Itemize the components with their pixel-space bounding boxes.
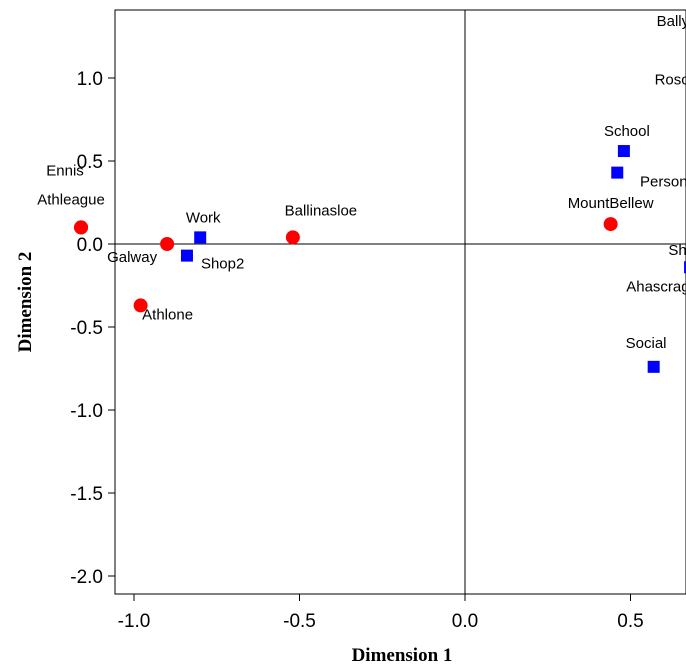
- point-marker: [684, 261, 686, 274]
- point-label: MountBellew: [568, 195, 654, 212]
- point-label: Athleague: [37, 191, 105, 208]
- point-label: Social: [626, 335, 667, 352]
- point-label: School: [604, 123, 650, 140]
- point-label: Roscommon: [655, 71, 686, 88]
- point-marker: [160, 237, 175, 251]
- point-marker: [74, 220, 89, 235]
- y-axis-title: Dimension 2: [15, 252, 36, 353]
- x-tick-label: 0.0: [452, 611, 478, 632]
- plot-frame: [114, 9, 686, 595]
- x-axis: -2.0-1.5-1.0-0.50.00.51.0: [118, 594, 644, 632]
- data-points: [74, 145, 686, 373]
- point-marker: [285, 230, 300, 245]
- x-tick-label: 0.5: [617, 611, 643, 632]
- y-axis: 1.0 0.5 0.0 -0.5 -1.0 -1.5 -2.0: [70, 69, 115, 588]
- point-labels: BallymacwardRoscommonCastleblakneyMountB…: [37, 13, 686, 352]
- point-label: Ballymacward: [657, 13, 686, 30]
- point-label: Shop2: [201, 256, 244, 273]
- point-label: Shop1: [668, 242, 686, 259]
- point-marker: [603, 217, 618, 232]
- point-label: Athlone: [142, 306, 193, 323]
- point-label: Galway: [107, 249, 158, 266]
- y-tick-label: 1.0: [77, 69, 103, 90]
- point-label: Personal: [640, 174, 686, 191]
- y-tick-label: 0.5: [77, 152, 103, 173]
- point-marker: [611, 166, 624, 179]
- y-tick-label: -1.5: [70, 484, 103, 505]
- point-marker: [647, 360, 660, 373]
- point-label: Ennis: [46, 162, 84, 179]
- y-tick-label: -0.5: [70, 318, 103, 339]
- point-label: Ahascragh: [626, 279, 686, 296]
- y-tick-label: -2.0: [70, 567, 103, 588]
- x-tick-label: -0.5: [283, 611, 316, 632]
- y-tick-label: -1.0: [70, 401, 103, 422]
- x-tick-label: -1.0: [118, 611, 151, 632]
- point-marker: [180, 249, 193, 262]
- point-label: Ballinasloe: [285, 202, 358, 219]
- point-marker: [194, 231, 207, 244]
- point-marker: [133, 298, 148, 313]
- point-label: Work: [186, 209, 221, 226]
- y-tick-label: 0.0: [77, 235, 103, 256]
- x-axis-title: Dimension 1: [352, 645, 453, 666]
- point-marker: [617, 145, 630, 158]
